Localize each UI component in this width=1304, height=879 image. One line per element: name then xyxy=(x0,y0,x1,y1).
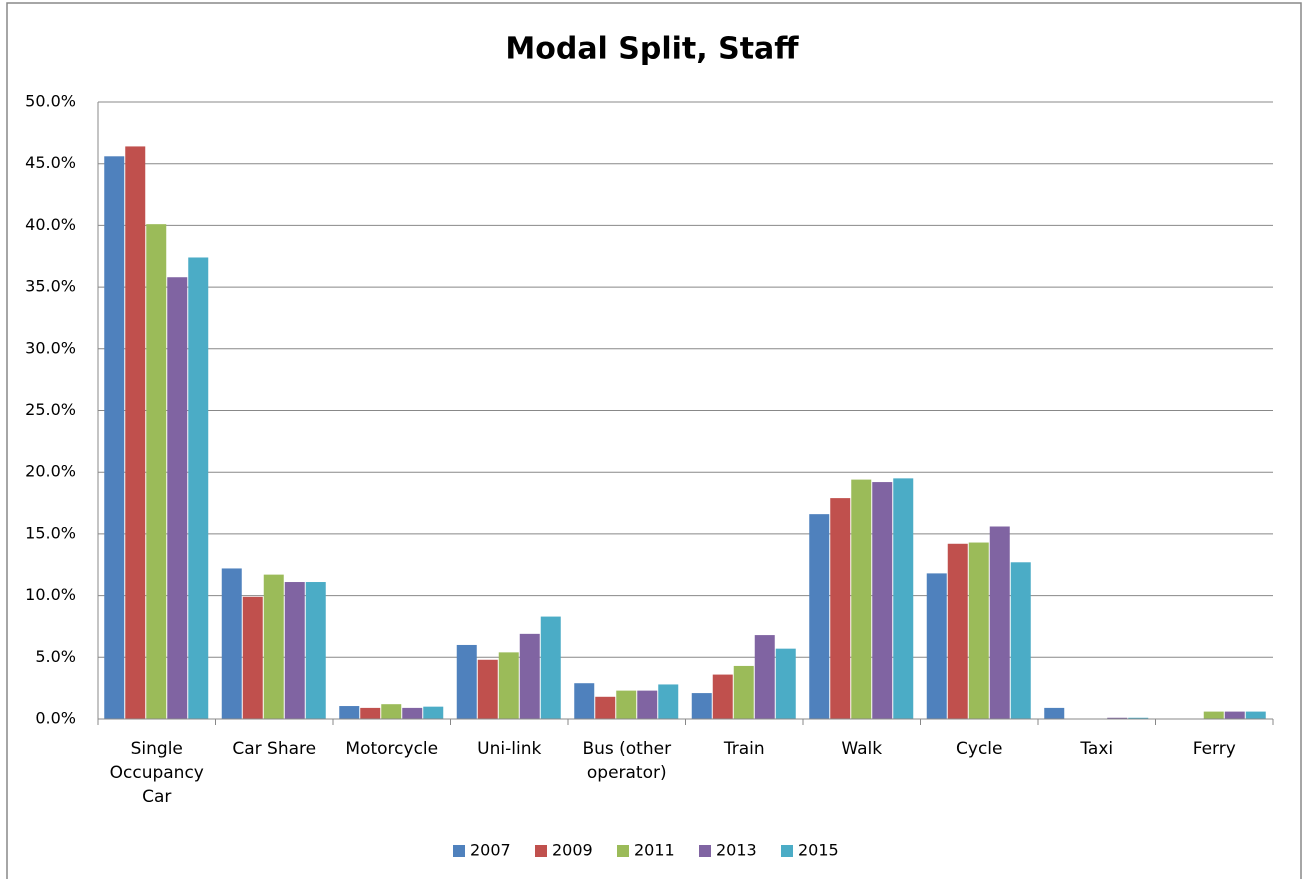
bar xyxy=(167,277,188,719)
bar xyxy=(968,542,989,719)
bar xyxy=(926,573,947,719)
x-tick-label: Bus (other operator) xyxy=(582,739,672,783)
legend-swatch xyxy=(699,845,711,857)
x-tick-label: Walk xyxy=(841,739,883,759)
bar xyxy=(284,582,305,719)
y-tick-label: 45.0% xyxy=(25,153,76,172)
bar xyxy=(872,482,893,719)
bar xyxy=(1128,717,1149,719)
legend-swatch xyxy=(453,845,465,857)
bar xyxy=(893,478,914,719)
y-tick-label: 40.0% xyxy=(25,215,76,234)
legend-label: 2013 xyxy=(716,841,757,860)
bar xyxy=(456,644,477,719)
x-tick-label: Single Occupancy Car xyxy=(109,739,204,807)
bar xyxy=(733,665,754,719)
bar xyxy=(402,707,423,719)
legend-label: 2011 xyxy=(634,841,675,860)
bar xyxy=(1245,711,1266,719)
x-tick-label: Ferry xyxy=(1192,739,1236,759)
bar xyxy=(574,683,595,719)
bar xyxy=(221,568,242,719)
bar xyxy=(339,706,360,719)
legend-swatch xyxy=(535,845,547,857)
x-tick-label: Motorcycle xyxy=(345,739,439,759)
bar xyxy=(616,690,637,719)
bar xyxy=(242,596,263,719)
bar xyxy=(637,690,658,719)
bar xyxy=(146,224,167,719)
y-tick-label: 0.0% xyxy=(35,709,76,728)
bar xyxy=(775,648,796,719)
bar xyxy=(381,704,402,719)
bar xyxy=(947,543,968,719)
bar xyxy=(1224,711,1245,719)
legend-label: 2007 xyxy=(470,841,511,860)
y-tick-label: 25.0% xyxy=(25,400,76,419)
bar xyxy=(423,706,444,719)
bar xyxy=(540,616,561,719)
bar xyxy=(1107,717,1128,719)
bar xyxy=(595,696,616,719)
x-tick-label: Train xyxy=(723,739,765,759)
bar xyxy=(754,635,775,719)
bar xyxy=(263,574,284,719)
y-tick-label: 20.0% xyxy=(25,462,76,481)
bar xyxy=(477,659,498,719)
x-tick-label: Uni-link xyxy=(477,739,542,759)
bar xyxy=(809,514,830,719)
legend-label: 2015 xyxy=(798,841,839,860)
bar xyxy=(989,526,1010,719)
y-tick-label: 30.0% xyxy=(25,338,76,357)
chart-title: Modal Split, Staff xyxy=(505,32,799,67)
bar xyxy=(1044,707,1065,719)
bar xyxy=(851,479,872,719)
bar xyxy=(498,652,519,719)
y-tick-label: 15.0% xyxy=(25,523,76,542)
bar xyxy=(691,693,712,719)
bar xyxy=(125,146,146,719)
legend-swatch xyxy=(781,845,793,857)
y-tick-label: 50.0% xyxy=(25,92,76,111)
y-tick-label: 10.0% xyxy=(25,585,76,604)
bar xyxy=(1010,562,1031,719)
bar xyxy=(360,707,381,719)
y-tick-label: 5.0% xyxy=(35,647,76,666)
bar xyxy=(830,498,851,719)
legend-swatch xyxy=(617,845,629,857)
legend-label: 2009 xyxy=(552,841,593,860)
x-tick-label: Cycle xyxy=(956,739,1003,759)
bar xyxy=(104,156,125,719)
bar xyxy=(188,257,209,719)
bar xyxy=(1203,711,1224,719)
bar xyxy=(712,674,733,719)
bar xyxy=(519,633,540,719)
bar xyxy=(658,684,679,719)
y-tick-label: 35.0% xyxy=(25,277,76,296)
x-tick-label: Car Share xyxy=(232,739,317,759)
x-tick-label: Taxi xyxy=(1080,739,1114,759)
bar xyxy=(305,582,326,719)
chart-frame xyxy=(6,2,1302,879)
